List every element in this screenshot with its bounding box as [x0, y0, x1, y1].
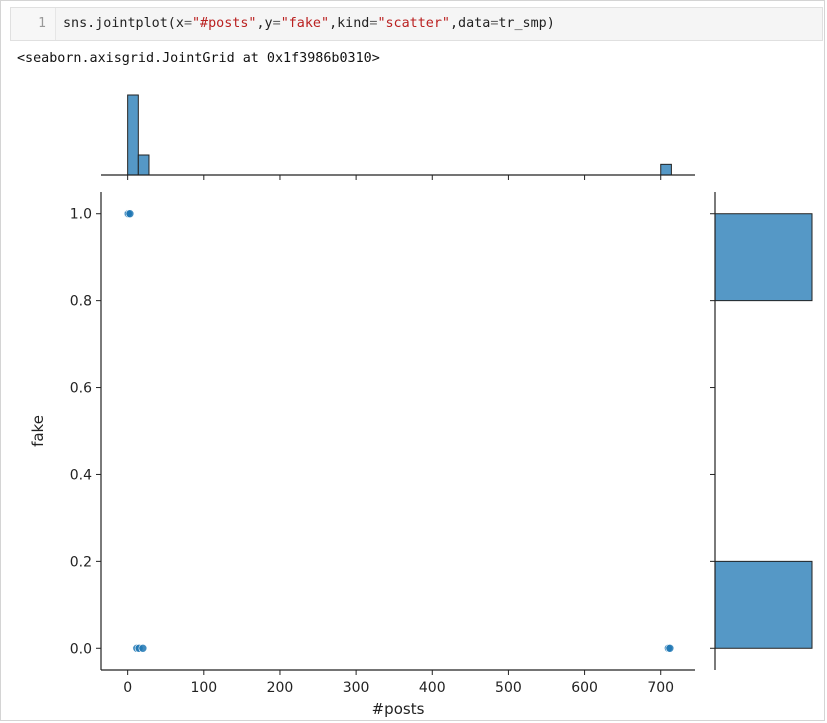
code-token: ,y — [256, 16, 273, 31]
scatter-point — [138, 643, 148, 653]
x-marginal-bar — [660, 163, 672, 176]
code-token: ,kind — [329, 16, 370, 31]
code-token: sns.jointplot(x — [63, 16, 184, 31]
y-tick-label: 0.4 — [70, 467, 92, 483]
code-line[interactable]: sns.jointplot(x="#posts",y="fake",kind="… — [63, 16, 555, 31]
code-token: ,data — [450, 16, 491, 31]
code-token: = — [490, 16, 499, 31]
code-token: tr_smp) — [498, 16, 555, 31]
cell-output: <seaborn.axisgrid.JointGrid at 0x1f3986b… — [17, 51, 380, 66]
y-tick-label: 0.8 — [70, 294, 92, 310]
code-token: = — [369, 16, 378, 31]
y-tick-label: 1.0 — [70, 207, 92, 223]
line-gutter: 1 — [11, 8, 56, 40]
code-token: "fake" — [280, 16, 330, 31]
x-tick-label: 500 — [495, 680, 522, 696]
line-number: 1 — [38, 16, 46, 31]
y-tick-label: 0.2 — [70, 554, 92, 570]
x-tick-label: 200 — [267, 680, 294, 696]
x-tick-label: 600 — [571, 680, 598, 696]
x-tick-label: 300 — [343, 680, 370, 696]
scatter-point — [665, 643, 675, 653]
y-tick-label: 0.6 — [70, 381, 92, 397]
x-marginal-bar — [127, 94, 139, 176]
x-marginal-bar — [137, 154, 150, 176]
y-axis-label: fake — [29, 415, 47, 447]
scatter-point — [125, 209, 135, 219]
code-token: "#posts" — [192, 16, 257, 31]
x-tick-label: 0 — [123, 680, 132, 696]
y-marginal-bar — [714, 213, 813, 302]
x-axis-label: #posts — [372, 700, 425, 718]
y-marginal-bar — [714, 560, 813, 649]
code-cell[interactable]: 1 sns.jointplot(x="#posts",y="fake",kind… — [10, 7, 823, 41]
x-tick-label: 100 — [190, 680, 217, 696]
code-token: = — [272, 16, 281, 31]
x-tick-label: 700 — [647, 680, 674, 696]
code-token: = — [183, 16, 192, 31]
y-tick-label: 0.0 — [70, 641, 92, 657]
code-token: "scatter" — [377, 16, 450, 31]
x-tick-label: 400 — [419, 680, 446, 696]
